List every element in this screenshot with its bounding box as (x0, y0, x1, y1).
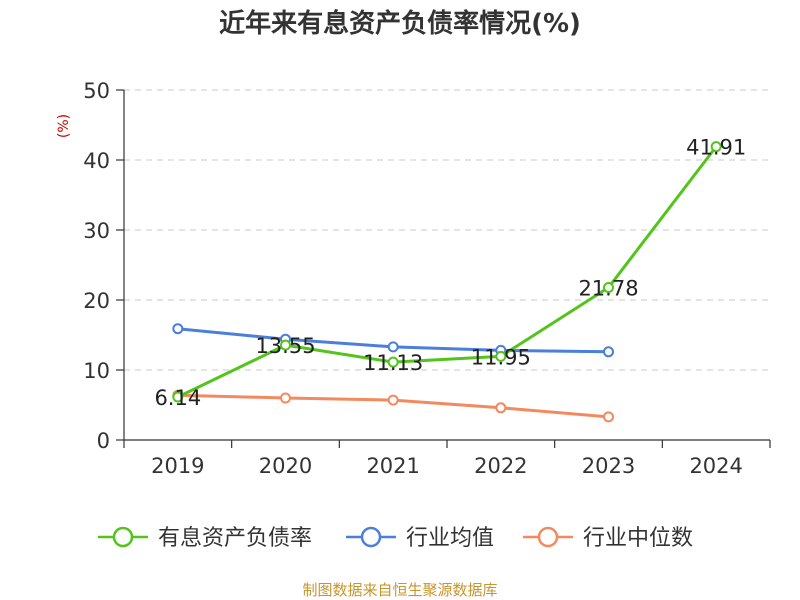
data-label: 11.95 (471, 345, 531, 369)
series-point (603, 411, 614, 423)
series-point (495, 350, 507, 362)
series-group (172, 141, 722, 423)
x-tick-label: 2022 (474, 454, 527, 478)
legend-label: 行业中位数 (583, 526, 693, 551)
series-point (603, 282, 614, 294)
legend-label: 有息资产负债率 (158, 526, 312, 551)
series-point (280, 339, 291, 351)
data-labels: 6.14 13.55 11.13 11.95 21.78 41.91 (154, 136, 746, 410)
source-note: 制图数据来自恒生聚源数据库 (302, 581, 497, 599)
y-tick-label: 50 (83, 79, 110, 103)
series-point (172, 323, 184, 335)
series-point (172, 391, 184, 403)
axes: 0 10 20 30 40 50 2019 2020 2021 2022 2023 2024 (83, 79, 771, 478)
series-point (387, 356, 399, 368)
x-tick-label: 2024 (689, 454, 742, 478)
data-label: 21.78 (578, 277, 638, 301)
series-line (177, 145, 718, 399)
series-point (387, 341, 399, 353)
y-tick-label: 40 (83, 149, 110, 173)
chart-title: 近年来有息资产负债率情况(%) (219, 8, 581, 39)
series-point (280, 392, 291, 404)
series-point (710, 141, 722, 153)
y-tick-label: 20 (83, 289, 110, 313)
y-tick-label: 10 (83, 359, 110, 383)
x-tick-label: 2021 (366, 454, 419, 478)
y-tick-label: 0 (97, 429, 110, 453)
grid-lines (124, 89, 770, 371)
legend-marker (112, 526, 134, 548)
series-point (387, 394, 399, 406)
x-tick-label: 2023 (582, 454, 635, 478)
x-tick-label: 2020 (259, 454, 312, 478)
y-axis-label: (%) (56, 114, 72, 138)
legend-label: 行业均值 (406, 526, 494, 551)
data-label: 41.91 (686, 136, 746, 160)
series-point (603, 346, 614, 358)
legend-marker (360, 526, 382, 548)
data-label: 6.14 (154, 386, 201, 410)
data-label: 13.55 (255, 334, 315, 358)
legend: 有息资产负债率 行业均值 行业中位数 (98, 526, 693, 551)
data-label: 11.13 (363, 351, 423, 375)
series-point (495, 402, 507, 414)
x-tick-label: 2019 (151, 454, 204, 478)
legend-marker (537, 526, 559, 548)
y-tick-label: 30 (83, 219, 110, 243)
